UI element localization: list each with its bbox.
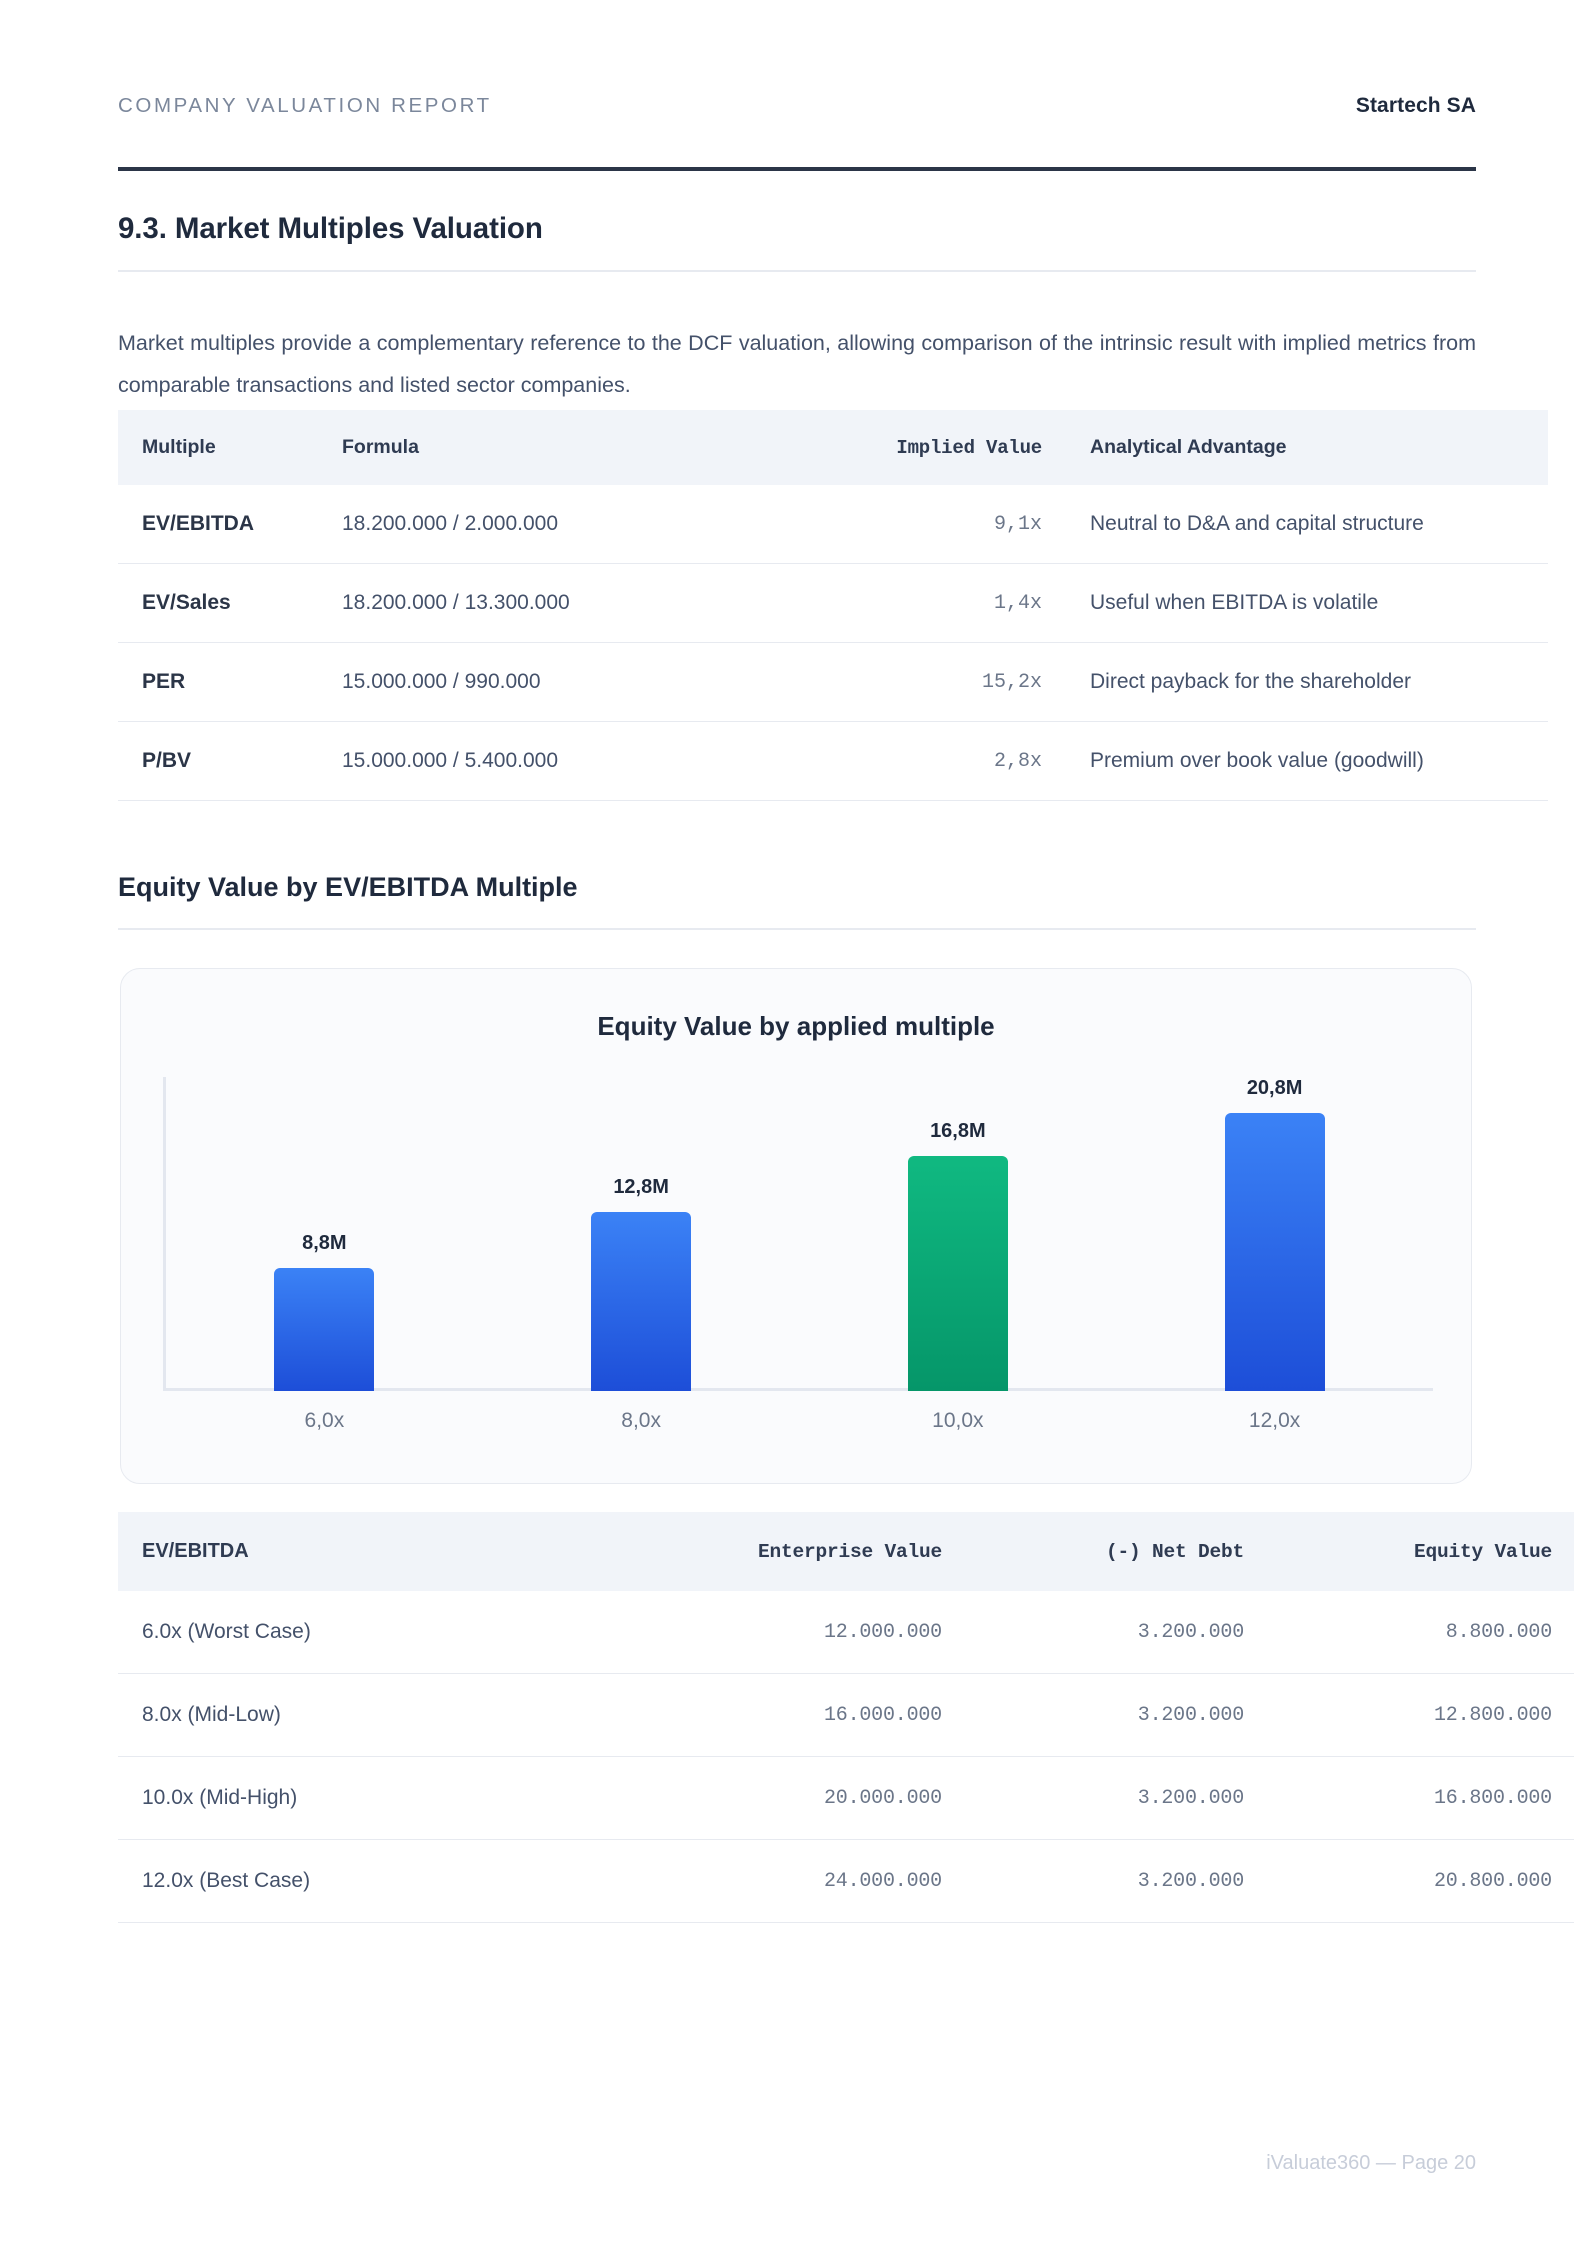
table-row: EV/Sales 18.200.000 / 13.300.000 1,4x Us…	[118, 563, 1548, 643]
y-axis-line	[163, 1077, 166, 1391]
x-axis-line	[163, 1388, 1433, 1391]
intro-paragraph: Market multiples provide a complementary…	[118, 330, 1476, 397]
cell-equity-value: 8.800.000	[1274, 1591, 1574, 1674]
column-header-evebitda: EV/EBITDA	[118, 1512, 572, 1591]
table-header-row: Multiple Formula Implied Value Analytica…	[118, 410, 1548, 485]
bar-group[interactable]: 12,8M	[502, 1077, 781, 1391]
cell-multiple: P/BV	[118, 721, 342, 801]
cell-formula: 15.000.000 / 990.000	[342, 642, 742, 722]
bar-group[interactable]: 20,8M	[1135, 1077, 1414, 1391]
scenarios-table-body: 6.0x (Worst Case) 12.000.000 3.200.000 8…	[118, 1591, 1574, 1923]
page-footer: iValuate360 — Page 20	[1266, 2152, 1476, 2174]
bar-1[interactable]	[591, 1212, 692, 1391]
cell-scenario: 8.0x (Mid-Low)	[118, 1673, 572, 1757]
cell-equity-value: 16.800.000	[1274, 1756, 1574, 1840]
section-title-divider	[118, 270, 1476, 272]
chart-heading-divider	[118, 928, 1476, 930]
table-header-row: EV/EBITDA Enterprise Value (-) Net Debt …	[118, 1512, 1574, 1591]
page-title: 9.3. Market Multiples Valuation	[118, 212, 543, 245]
cell-implied-value: 1,4x	[742, 563, 1070, 643]
cell-enterprise-value: 12.000.000	[572, 1591, 964, 1674]
cell-scenario: 6.0x (Worst Case)	[118, 1591, 572, 1674]
cell-equity-value: 12.800.000	[1274, 1673, 1574, 1757]
bar-group[interactable]: 16,8M	[819, 1077, 1098, 1391]
bar-value-label: 12,8M	[613, 1176, 669, 1199]
cell-formula: 15.000.000 / 5.400.000	[342, 721, 742, 801]
multiples-table-head: Multiple Formula Implied Value Analytica…	[118, 410, 1548, 485]
cell-advantage: Neutral to D&A and capital structure	[1070, 485, 1548, 564]
cell-advantage: Direct payback for the shareholder	[1070, 642, 1548, 722]
multiples-table-body: EV/EBITDA 18.200.000 / 2.000.000 9,1x Ne…	[118, 485, 1548, 801]
report-kicker: COMPANY VALUATION REPORT	[118, 93, 492, 117]
cell-scenario: 12.0x (Best Case)	[118, 1839, 572, 1923]
chart-title: Equity Value by applied multiple	[597, 1011, 995, 1041]
bar-2[interactable]	[907, 1156, 1008, 1391]
document-header: COMPANY VALUATION REPORT Startech SA	[118, 95, 1476, 116]
chart-plot-area: 8,8M 12,8M 16,8M 20,8M 6,0x 8,0x	[163, 1077, 1433, 1451]
cell-enterprise-value: 16.000.000	[572, 1673, 964, 1757]
cell-multiple: EV/Sales	[118, 563, 342, 643]
column-header-formula: Formula	[342, 410, 742, 485]
table-row: 10.0x (Mid-High) 20.000.000 3.200.000 16…	[118, 1756, 1574, 1840]
cell-net-debt: 3.200.000	[964, 1756, 1274, 1840]
company-name: Startech SA	[1355, 94, 1476, 117]
cell-enterprise-value: 20.000.000	[572, 1756, 964, 1840]
bar-3[interactable]	[1224, 1113, 1325, 1391]
header-divider	[118, 167, 1476, 171]
cell-implied-value: 15,2x	[742, 642, 1070, 722]
cell-formula: 18.200.000 / 2.000.000	[342, 485, 742, 564]
chart-section-heading: Equity Value by EV/EBITDA Multiple	[118, 872, 578, 902]
scenarios-table-head: EV/EBITDA Enterprise Value (-) Net Debt …	[118, 1512, 1574, 1591]
cell-multiple: PER	[118, 642, 342, 722]
cell-net-debt: 3.200.000	[964, 1591, 1274, 1674]
cell-equity-value: 20.800.000	[1274, 1839, 1574, 1923]
multiples-table: Multiple Formula Implied Value Analytica…	[118, 410, 1548, 801]
cell-advantage: Premium over book value (goodwill)	[1070, 721, 1548, 801]
cell-scenario: 10.0x (Mid-High)	[118, 1756, 572, 1840]
column-header-equity-value: Equity Value	[1274, 1512, 1574, 1591]
cell-implied-value: 9,1x	[742, 485, 1070, 564]
x-tick-label: 10,0x	[932, 1409, 984, 1432]
column-header-implied-value: Implied Value	[742, 410, 1070, 485]
cell-net-debt: 3.200.000	[964, 1673, 1274, 1757]
cell-advantage: Useful when EBITDA is volatile	[1070, 563, 1548, 643]
cell-formula: 18.200.000 / 13.300.000	[342, 563, 742, 643]
column-header-enterprise-value: Enterprise Value	[572, 1512, 964, 1591]
chart-bars: 8,8M 12,8M 16,8M 20,8M	[166, 1077, 1433, 1391]
cell-multiple: EV/EBITDA	[118, 485, 342, 564]
cell-implied-value: 2,8x	[742, 721, 1070, 801]
scenarios-table: EV/EBITDA Enterprise Value (-) Net Debt …	[118, 1512, 1574, 1923]
cell-enterprise-value: 24.000.000	[572, 1839, 964, 1923]
bar-value-label: 16,8M	[930, 1120, 986, 1143]
bar-value-label: 20,8M	[1246, 1077, 1303, 1099]
x-tick-label: 6,0x	[304, 1409, 345, 1432]
cell-net-debt: 3.200.000	[964, 1839, 1274, 1923]
table-row: 6.0x (Worst Case) 12.000.000 3.200.000 8…	[118, 1591, 1574, 1674]
bar-group[interactable]: 8,8M	[185, 1077, 464, 1391]
chart-x-axis-labels: 6,0x 8,0x 10,0x 12,0x	[166, 1399, 1433, 1443]
equity-value-chart-card: Equity Value by applied multiple 8,8M 12…	[120, 968, 1472, 1484]
bar-value-label: 8,8M	[302, 1232, 347, 1255]
table-row: P/BV 15.000.000 / 5.400.000 2,8x Premium…	[118, 721, 1548, 801]
bar-0[interactable]	[274, 1268, 375, 1391]
x-tick-label: 8,0x	[621, 1409, 661, 1432]
table-row: 12.0x (Best Case) 24.000.000 3.200.000 2…	[118, 1839, 1574, 1923]
column-header-analytical-advantage: Analytical Advantage	[1070, 410, 1548, 485]
column-header-multiple: Multiple	[118, 410, 342, 485]
table-row: 8.0x (Mid-Low) 16.000.000 3.200.000 12.8…	[118, 1673, 1574, 1757]
table-row: EV/EBITDA 18.200.000 / 2.000.000 9,1x Ne…	[118, 485, 1548, 564]
column-header-net-debt: (-) Net Debt	[964, 1512, 1274, 1591]
x-tick-label: 12,0x	[1248, 1409, 1301, 1432]
table-row: PER 15.000.000 / 990.000 15,2x Direct pa…	[118, 642, 1548, 722]
